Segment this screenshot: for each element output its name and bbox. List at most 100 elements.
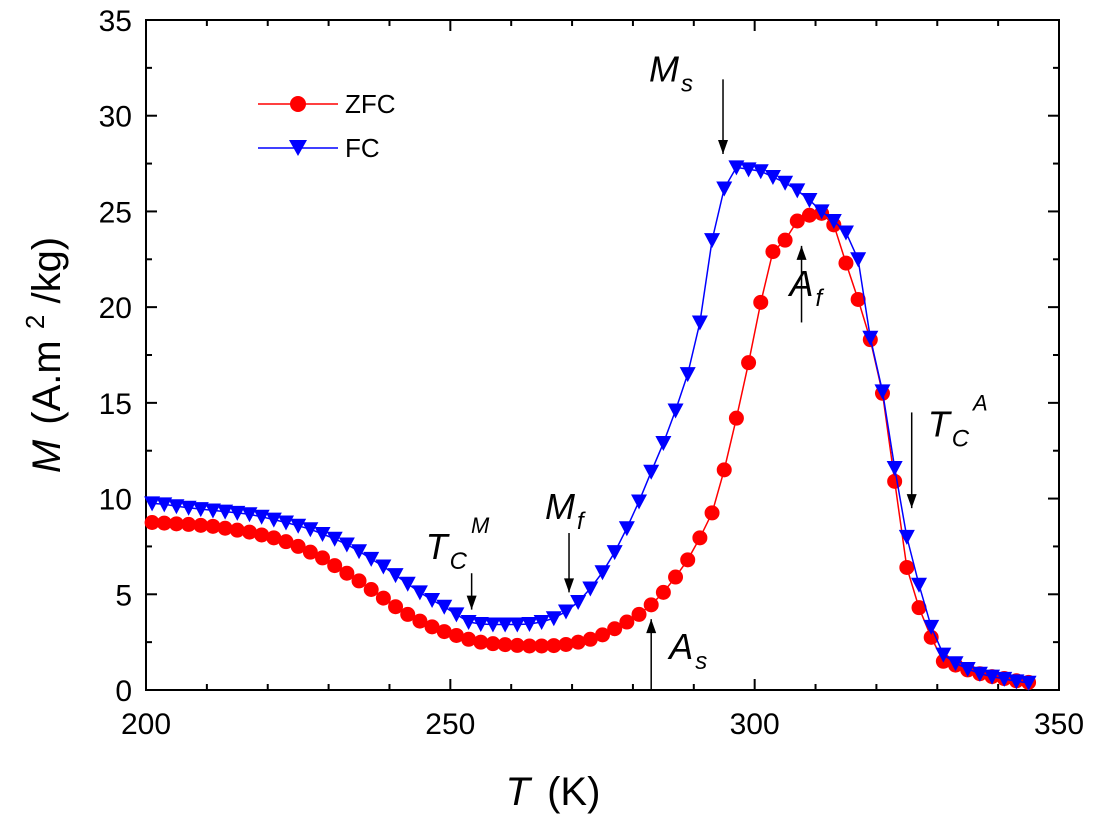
data-point-fc	[777, 175, 794, 191]
series-zfc-line	[152, 212, 1029, 684]
data-point-fc	[460, 615, 477, 631]
data-point-fc	[484, 617, 501, 633]
data-point-fc	[606, 545, 623, 561]
data-point-zfc	[266, 530, 282, 546]
data-point-fc	[338, 537, 355, 553]
data-point-fc	[351, 544, 368, 560]
data-point-zfc	[741, 355, 757, 371]
data-point-zfc	[254, 527, 270, 543]
data-point-fc	[277, 515, 294, 531]
data-point-fc	[582, 581, 599, 597]
data-point-zfc	[899, 559, 915, 575]
x-tick-label: 350	[1034, 708, 1084, 741]
data-point-zfc	[205, 518, 221, 534]
data-point-fc	[253, 509, 270, 525]
data-point-zfc	[241, 524, 257, 540]
data-point-zfc	[534, 638, 550, 654]
data-point-zfc	[655, 584, 671, 600]
data-point-zfc	[168, 516, 184, 532]
y-tick-label: 30	[99, 101, 132, 134]
data-point-fc	[996, 671, 1013, 687]
data-point-fc	[898, 529, 915, 545]
data-point-fc	[241, 507, 258, 523]
axis-ticks	[145, 19, 1060, 691]
data-point-fc	[265, 512, 282, 528]
annotation-arrow-head	[796, 245, 807, 260]
annotation-arrow-head	[466, 595, 477, 610]
annotation-main: M	[649, 48, 679, 89]
data-point-zfc	[607, 621, 623, 637]
data-point-zfc	[363, 582, 379, 597]
data-point-fc	[472, 616, 489, 632]
series-fc-line	[152, 166, 1029, 684]
data-point-fc	[935, 647, 952, 663]
data-point-zfc	[461, 631, 477, 647]
data-point-fc	[229, 505, 246, 521]
data-point-fc	[947, 656, 964, 672]
y-axis-unit-sup: 2	[20, 315, 50, 329]
x-axis-unit: (K)	[547, 770, 600, 814]
annotation-arrow-head	[718, 140, 729, 154]
annotation-arrow-head	[646, 619, 657, 634]
legend: ZFC FC	[258, 89, 396, 163]
y-tick-label: 15	[99, 388, 132, 421]
data-point-fc	[156, 497, 173, 513]
data-point-fc	[728, 160, 745, 176]
data-point-zfc	[728, 410, 744, 426]
annotation-tca: TCA	[906, 390, 988, 509]
y-axis-unit-post: /kg)	[25, 237, 69, 304]
data-point-zfc	[521, 638, 537, 654]
x-axis-title: T (K)	[506, 770, 601, 814]
data-point-zfc	[412, 613, 428, 629]
annotation-sub: C	[952, 425, 970, 452]
data-point-fc	[971, 666, 988, 682]
data-point-fc	[570, 594, 587, 610]
data-point-fc	[716, 181, 733, 197]
data-point-fc	[740, 162, 757, 178]
data-point-fc	[180, 500, 197, 516]
data-point-fc	[631, 494, 648, 510]
data-point-fc	[521, 616, 538, 632]
data-point-fc	[192, 502, 209, 518]
annotation-sub: f	[577, 508, 586, 535]
plot-frame	[145, 19, 1060, 691]
y-tick-label: 20	[99, 292, 132, 325]
series-zfc	[144, 205, 1037, 690]
data-point-fc	[302, 522, 319, 538]
data-point-fc	[667, 403, 684, 419]
annotation-ms: Ms	[649, 48, 729, 154]
data-point-fc	[886, 460, 903, 476]
data-point-fc	[1008, 674, 1025, 690]
annotation-sub: f	[816, 285, 825, 312]
data-point-fc	[618, 521, 635, 537]
data-point-fc	[789, 183, 806, 199]
data-point-zfc	[570, 634, 586, 650]
data-point-zfc	[156, 515, 172, 531]
data-point-zfc	[327, 558, 343, 574]
data-point-fc	[704, 233, 721, 249]
data-point-zfc	[850, 291, 866, 307]
y-axis-title: M (A.m 2 /kg)	[9, 237, 69, 473]
data-point-zfc	[777, 232, 793, 248]
data-point-zfc	[692, 530, 708, 546]
y-tick-label: 0	[115, 675, 132, 708]
data-point-zfc	[485, 636, 501, 652]
data-point-fc	[314, 526, 331, 542]
data-point-fc	[290, 518, 307, 534]
series-layer	[144, 160, 1037, 691]
x-tick-label: 300	[730, 708, 780, 741]
data-point-fc	[911, 577, 928, 593]
legend-fc-label: FC	[345, 133, 380, 163]
data-point-fc	[424, 593, 441, 609]
data-point-fc	[984, 669, 1001, 685]
data-point-fc	[168, 499, 185, 515]
annotation-label: Mf	[545, 486, 586, 535]
annotation-label: TCM	[426, 513, 490, 575]
data-point-fc	[813, 204, 830, 220]
annotation-label: TCA	[928, 390, 988, 452]
annotation-sup: M	[471, 513, 490, 538]
data-point-zfc	[375, 590, 391, 606]
data-point-zfc	[619, 614, 635, 630]
data-point-zfc	[448, 627, 464, 643]
